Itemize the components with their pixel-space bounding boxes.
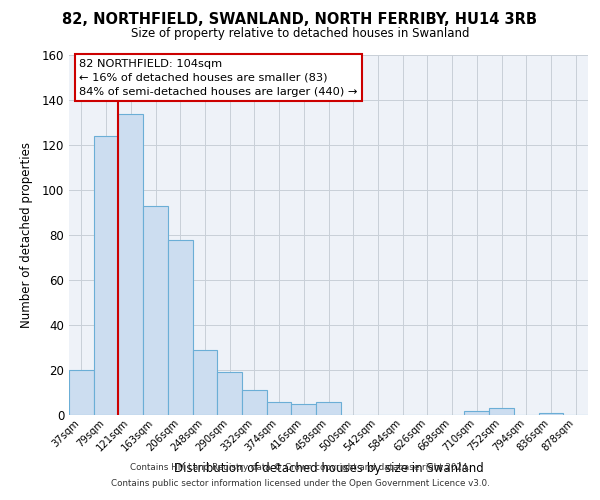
Text: 82, NORTHFIELD, SWANLAND, NORTH FERRIBY, HU14 3RB: 82, NORTHFIELD, SWANLAND, NORTH FERRIBY,… (62, 12, 538, 28)
Bar (464, 410, 489, 415)
Bar (69, 370, 94, 415)
X-axis label: Distribution of detached houses by size in Swanland: Distribution of detached houses by size … (173, 462, 484, 474)
Bar (489, 408, 514, 415)
Text: 82 NORTHFIELD: 104sqm
← 16% of detached houses are smaller (83)
84% of semi-deta: 82 NORTHFIELD: 104sqm ← 16% of detached … (79, 58, 358, 96)
Text: Size of property relative to detached houses in Swanland: Size of property relative to detached ho… (131, 28, 469, 40)
Bar (168, 240, 193, 415)
Bar (143, 206, 168, 415)
Bar (267, 402, 292, 415)
Bar (292, 404, 316, 415)
Bar (118, 114, 143, 415)
Bar (94, 136, 118, 415)
Y-axis label: Number of detached properties: Number of detached properties (20, 142, 34, 328)
Bar (193, 350, 217, 415)
Bar (316, 402, 341, 415)
Bar (539, 413, 563, 415)
Bar (217, 372, 242, 415)
Bar (242, 390, 267, 415)
Text: Contains public sector information licensed under the Open Government Licence v3: Contains public sector information licen… (110, 478, 490, 488)
Text: Contains HM Land Registry data © Crown copyright and database right 2024.: Contains HM Land Registry data © Crown c… (130, 464, 470, 472)
